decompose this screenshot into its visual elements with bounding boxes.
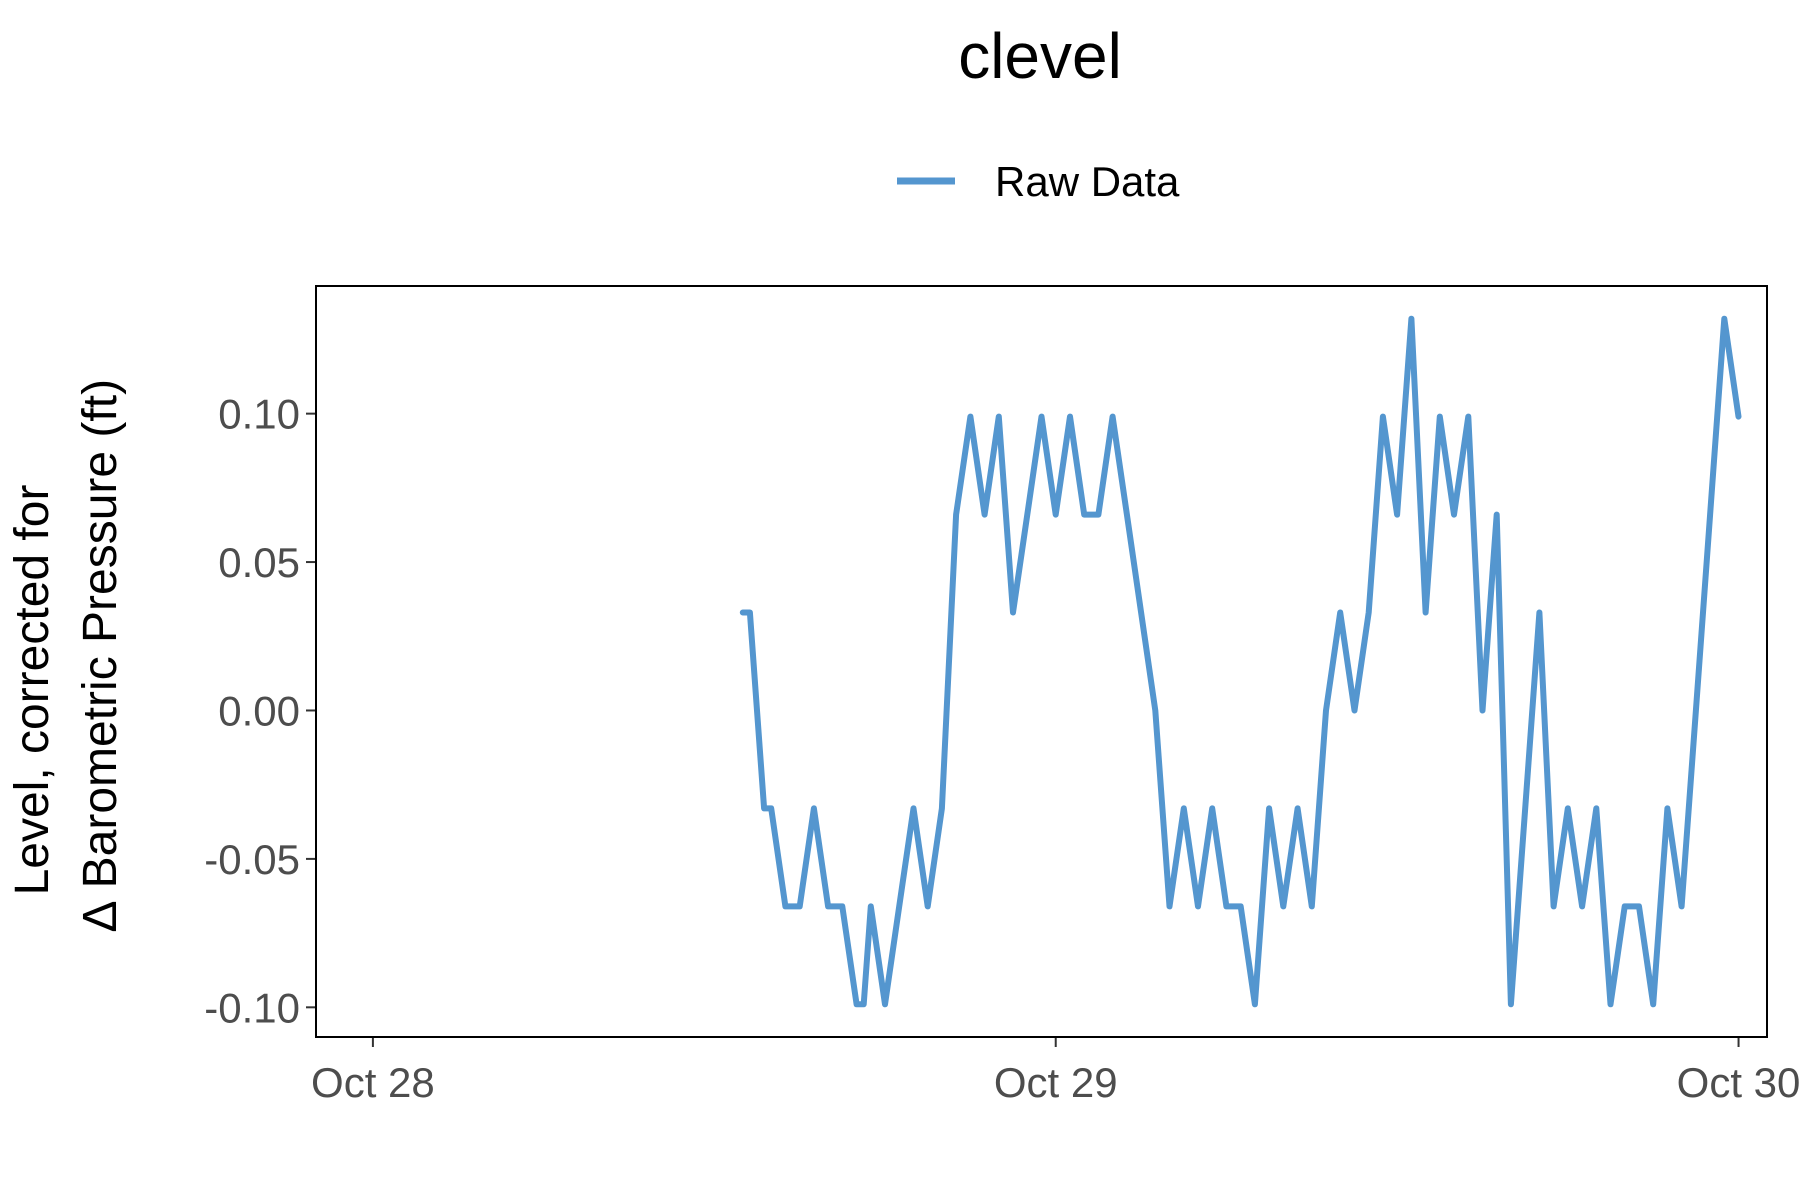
legend-label-raw-data: Raw Data (995, 158, 1180, 205)
y-axis-title-line-1: Level, corrected for (6, 485, 59, 896)
y-axis: -0.10 -0.05 0.00 0.05 0.10 (204, 391, 316, 1031)
y-tick-label: -0.10 (204, 984, 300, 1031)
x-axis: Oct 28 Oct 29 Oct 30 (311, 1037, 1800, 1106)
x-tick-label: Oct 29 (994, 1059, 1118, 1106)
y-tick-label: -0.05 (204, 836, 300, 883)
series-line-raw-data (739, 315, 1742, 1008)
y-axis-title-line-2: ∆ Barometric Pressure (ft) (74, 379, 127, 931)
y-tick-label: 0.05 (218, 539, 300, 586)
x-tick-label: Oct 30 (1677, 1059, 1800, 1106)
y-tick-label: 0.10 (218, 391, 300, 438)
y-axis-title: Level, corrected for ∆ Barometric Pressu… (6, 379, 127, 931)
plot-panel-border (315, 285, 1768, 1038)
x-tick-label: Oct 28 (311, 1059, 435, 1106)
legend: Raw Data (897, 158, 1180, 205)
y-tick-label: 0.00 (218, 687, 300, 734)
chart-title: clevel (958, 20, 1122, 92)
series-layer (739, 315, 1742, 1008)
